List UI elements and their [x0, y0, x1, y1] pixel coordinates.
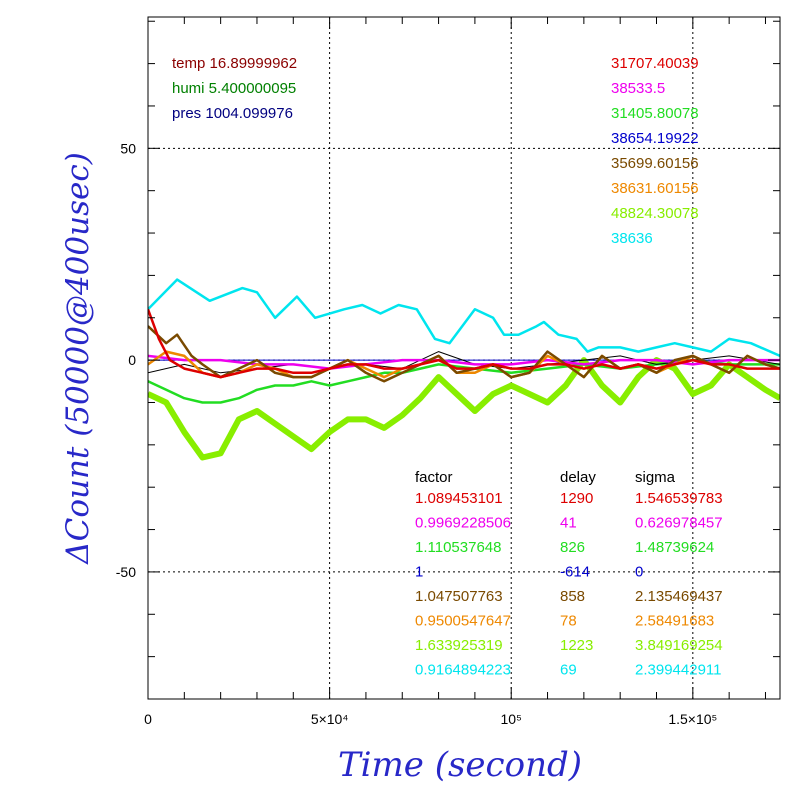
x-tick-label: 0 — [144, 711, 152, 727]
x-tick-label: 10⁵ — [501, 711, 522, 727]
table-cell: 0 — [635, 564, 643, 581]
table-cell: 2.135469437 — [635, 588, 723, 605]
series-line-1 — [148, 357, 780, 461]
x-tick-label: 5×10⁴ — [311, 711, 349, 727]
table-cell: 1.546539783 — [635, 490, 723, 507]
table-cell: 1.633925319 — [415, 637, 503, 654]
table-cell: 1.089453101 — [415, 490, 503, 507]
y-tick-label: -50 — [116, 564, 136, 580]
table-cell: 0.9500547647 — [415, 613, 511, 630]
table-cell: 0.9164894223 — [415, 662, 511, 679]
x-axis-title: Time (second) — [338, 745, 582, 785]
series-value-label: 48824.30078 — [611, 205, 699, 222]
table-cell: 78 — [560, 613, 577, 630]
environment-label: humi 5.400000095 — [172, 80, 296, 97]
table-cell: 41 — [560, 515, 577, 532]
y-axis-title: ΔCount (50000@400usec) — [60, 152, 96, 565]
series-value-label: 31707.40039 — [611, 55, 699, 72]
table-cell: 0.626978457 — [635, 515, 723, 532]
table-cell: 826 — [560, 539, 585, 556]
table-header: delay — [560, 469, 596, 486]
table-cell: -614 — [560, 564, 590, 581]
series-value-label: 31405.80078 — [611, 105, 699, 122]
table-cell: 1290 — [560, 490, 593, 507]
environment-label: temp 16.89999962 — [172, 55, 297, 72]
table-header: sigma — [635, 469, 676, 486]
y-tick-label: 0 — [128, 352, 136, 368]
text-layer: 0 5×10⁴ 10⁵ 1.5×10⁵ -50 0 50 Time (second) ΔCoun… — [60, 55, 723, 785]
series-value-label: 35699.60156 — [611, 155, 699, 172]
y-tick-label: 50 — [120, 140, 136, 156]
table-cell: 2.399442911 — [635, 662, 721, 679]
series-line-7 — [148, 325, 780, 383]
series-value-label: 38636 — [611, 230, 653, 247]
series-value-label: 38533.5 — [611, 80, 665, 97]
table-cell: 858 — [560, 588, 585, 605]
table-cell: 1.047507763 — [415, 588, 503, 605]
series-line-8 — [148, 308, 780, 379]
table-cell: 3.849169254 — [635, 637, 723, 654]
plot-layer — [148, 278, 780, 461]
frame-layer — [147, 16, 781, 700]
x-tick-label: 1.5×10⁵ — [668, 711, 717, 727]
table-header: factor — [415, 469, 453, 486]
plot-frame — [147, 16, 781, 700]
series-line-0 — [148, 278, 780, 358]
series-value-label: 38631.60156 — [611, 180, 699, 197]
table-cell: 1.48739624 — [635, 539, 714, 556]
table-cell: 1223 — [560, 637, 593, 654]
environment-label: pres 1004.099976 — [172, 105, 293, 122]
table-cell: 1.110537648 — [415, 539, 501, 556]
table-cell: 69 — [560, 662, 577, 679]
series-value-label: 38654.19922 — [611, 130, 699, 147]
table-cell: 1 — [415, 564, 423, 581]
table-cell: 2.58491683 — [635, 613, 714, 630]
table-cell: 0.9969228506 — [415, 515, 511, 532]
